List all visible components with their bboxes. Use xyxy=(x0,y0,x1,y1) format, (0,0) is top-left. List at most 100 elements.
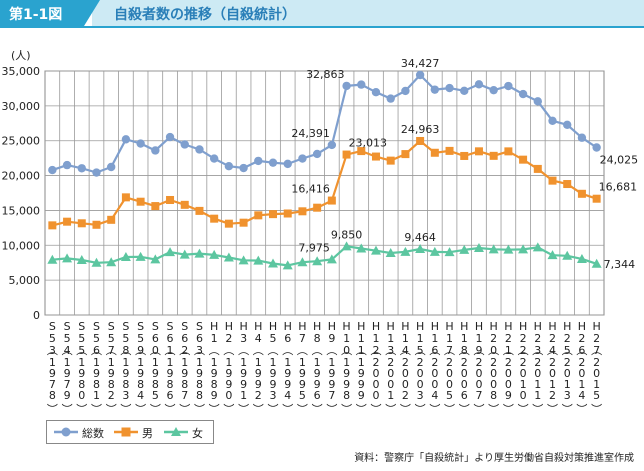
x-tick-year-digit: 6 xyxy=(461,389,468,402)
figure-title: 自殺者数の推移（自殺統計） xyxy=(114,7,296,23)
x-tick-year-digit: 1 xyxy=(93,356,100,369)
x-tick-era-char: 1 xyxy=(167,344,174,357)
x-tick-era-char: 0 xyxy=(152,344,159,357)
x-tick-year-digit: 0 xyxy=(549,367,556,380)
marker-total xyxy=(92,168,101,177)
marker-male xyxy=(107,215,116,224)
x-tick-year-digit: 9 xyxy=(358,389,365,402)
marker-female xyxy=(370,245,381,255)
x-tick-year-digit: 0 xyxy=(475,367,482,380)
x-tick-year-digit: 0 xyxy=(431,367,438,380)
x-tick-era-char: 6 xyxy=(181,332,188,345)
x-tick-year-digit: 3 xyxy=(417,389,424,402)
marker-total xyxy=(239,163,248,173)
x-tick-era-char: 1 xyxy=(358,344,365,357)
x-tick-era-char: 1 xyxy=(387,332,394,345)
figure-number: 第1-1図 xyxy=(9,7,63,23)
x-tick-year-digit: 2 xyxy=(564,356,571,369)
legend-male-marker-icon xyxy=(114,427,138,437)
source-note: 資料：警察庁「自殺統計」より厚生労働省自殺対策推進室作成 xyxy=(354,453,634,464)
x-tick-year-digit: 1 xyxy=(240,356,247,369)
x-tick-year-digit: 8 xyxy=(196,389,203,402)
y-tick-label: 0 xyxy=(33,309,40,322)
x-tick-paren-open: ︵ xyxy=(503,344,514,357)
x-tick-paren-open: ︵ xyxy=(341,344,352,357)
x-tick-year-digit: 1 xyxy=(564,378,571,391)
x-tick-paren-open: ︵ xyxy=(165,344,176,357)
x-tick-paren-open: ︵ xyxy=(106,344,117,357)
x-tick-year-digit: 1 xyxy=(549,378,556,391)
x-tick-paren-close: ︶ xyxy=(238,403,249,416)
x-tick-paren-close: ︶ xyxy=(473,403,484,416)
x-tick-year-digit: 2 xyxy=(255,389,262,402)
x-tick-era-char: S xyxy=(196,320,203,333)
x-tick-era-char: S xyxy=(181,320,188,333)
x-tick-year-digit: 0 xyxy=(431,378,438,391)
marker-male xyxy=(386,156,395,165)
x-tick-year-digit: 2 xyxy=(549,356,556,369)
marker-female xyxy=(547,250,558,260)
marker-male xyxy=(445,146,454,155)
marker-total xyxy=(415,70,425,80)
x-tick-year-digit: 0 xyxy=(446,367,453,380)
y-tick-label: 35,000 xyxy=(2,65,41,78)
x-tick-year-digit: 9 xyxy=(343,378,350,391)
x-tick-era-char: H xyxy=(342,320,350,333)
x-tick-year-digit: 4 xyxy=(578,389,585,402)
x-tick-year-digit: 9 xyxy=(299,378,306,391)
x-tick-paren-close: ︶ xyxy=(47,403,58,416)
marker-female xyxy=(415,244,426,254)
x-tick-paren-open: ︵ xyxy=(76,344,87,357)
x-tick-era-char: 2 xyxy=(534,332,541,345)
marker-total xyxy=(342,81,351,91)
marker-male xyxy=(298,207,307,216)
x-tick-era-char: S xyxy=(49,320,56,333)
x-tick-year-digit: 9 xyxy=(225,378,232,391)
x-tick-paren-open: ︵ xyxy=(518,344,529,357)
x-tick-year-digit: 0 xyxy=(461,378,468,391)
marker-total xyxy=(577,133,587,142)
x-tick-year-digit: 0 xyxy=(372,378,379,391)
x-tick-era-char: 2 xyxy=(505,332,512,345)
x-tick-era-char: 1 xyxy=(417,332,424,345)
x-tick-era-char: 2 xyxy=(225,332,232,345)
x-tick-year-digit: 9 xyxy=(284,367,291,380)
data-label-male: 23,013 xyxy=(349,137,388,150)
legend-male-square xyxy=(121,427,131,437)
x-tick-year-digit: 0 xyxy=(490,367,497,380)
x-tick-year-digit: 2 xyxy=(402,389,409,402)
x-tick-era-char: 2 xyxy=(372,344,379,357)
x-tick-era-char: 2 xyxy=(520,344,527,357)
x-tick-year-digit: 1 xyxy=(108,356,115,369)
x-tick-year-digit: 1 xyxy=(520,378,527,391)
legend-total-circle xyxy=(61,427,71,437)
x-tick-paren-close: ︶ xyxy=(135,403,146,416)
x-tick-year-digit: 2 xyxy=(431,356,438,369)
marker-male xyxy=(254,211,263,220)
x-tick-era-char: S xyxy=(93,320,100,333)
x-tick-paren-close: ︶ xyxy=(62,403,73,416)
marker-total xyxy=(312,149,322,159)
x-tick-era-char: 0 xyxy=(343,344,350,357)
x-tick-year-digit: 2 xyxy=(593,356,600,369)
marker-total xyxy=(106,162,116,172)
x-tick-year-digit: 1 xyxy=(255,356,262,369)
x-tick-year-digit: 0 xyxy=(446,378,453,391)
marker-female xyxy=(282,260,293,270)
x-tick-year-digit: 7 xyxy=(328,389,335,402)
marker-total xyxy=(445,83,454,93)
x-tick-year-digit: 8 xyxy=(181,378,188,391)
x-tick-paren-close: ︶ xyxy=(385,403,396,416)
